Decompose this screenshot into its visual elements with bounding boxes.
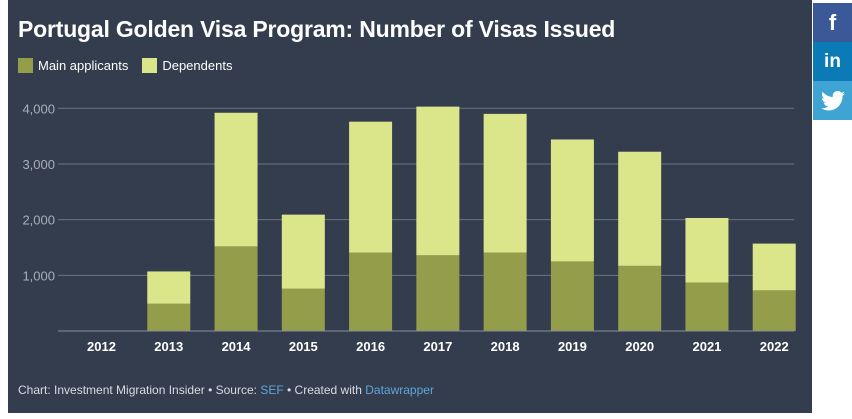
x-tick-label: 2018 <box>491 339 520 354</box>
legend-swatch <box>142 58 158 73</box>
bar-main-applicants-2013 <box>147 303 191 331</box>
y-tick-label: 4,000 <box>22 101 55 116</box>
legend-swatch <box>18 58 33 73</box>
bar-dependents-2020 <box>618 151 662 266</box>
footer-credit: Chart: Investment Migration Insider • So… <box>18 383 261 397</box>
x-tick-label: 2012 <box>87 339 116 354</box>
legend-item-dependents: Dependents <box>142 58 232 73</box>
x-tick-label: 2020 <box>625 339 654 354</box>
bar-dependents-2016 <box>349 121 393 253</box>
chart-title: Portugal Golden Visa Program: Number of … <box>18 16 616 42</box>
bar-dependents-2014 <box>214 112 258 247</box>
linkedin-icon: in <box>824 50 841 72</box>
x-tick-label: 2021 <box>692 339 721 354</box>
facebook-icon: f <box>828 9 837 35</box>
bar-main-applicants-2018 <box>483 252 527 331</box>
legend-label: Dependents <box>162 58 233 73</box>
y-tick-label: 2,000 <box>22 213 55 228</box>
x-tick-label: 2015 <box>289 339 318 354</box>
bar-dependents-2019 <box>550 139 594 262</box>
bar-main-applicants-2017 <box>416 255 460 331</box>
bar-main-applicants-2021 <box>685 282 729 331</box>
x-tick-label: 2016 <box>356 339 385 354</box>
legend-label: Main applicants <box>38 58 129 73</box>
linkedin-share-button[interactable]: in <box>813 42 852 81</box>
bar-dependents-2013 <box>147 271 191 304</box>
footer-created: • Created with <box>283 383 366 397</box>
legend: Main applicants Dependents <box>18 58 232 73</box>
bar-main-applicants-2019 <box>550 261 594 331</box>
bar-main-applicants-2020 <box>618 265 662 331</box>
y-tick-label: 3,000 <box>22 157 55 172</box>
twitter-share-button[interactable] <box>813 81 852 120</box>
chart-card: Portugal Golden Visa Program: Number of … <box>8 0 812 413</box>
x-tick-label: 2014 <box>222 339 252 354</box>
x-tick-label: 2019 <box>558 339 587 354</box>
bar-dependents-2015 <box>281 214 325 289</box>
chart-footer: Chart: Investment Migration Insider • So… <box>18 383 434 397</box>
source-link[interactable]: SEF <box>260 383 284 397</box>
bar-main-applicants-2014 <box>214 246 258 331</box>
x-tick-label: 2022 <box>760 339 789 354</box>
bar-main-applicants-2022 <box>752 290 796 331</box>
chart-plot: 1,000 2,000 3,000 4,000 2012 2013 2014 2015 2016… <box>22 101 796 354</box>
datawrapper-link[interactable]: Datawrapper <box>365 383 434 397</box>
x-tick-label: 2017 <box>423 339 452 354</box>
x-tick-label: 2013 <box>154 339 183 354</box>
twitter-icon <box>820 90 845 110</box>
legend-item-main-applicants: Main applicants <box>18 58 128 73</box>
bar-dependents-2018 <box>483 113 527 253</box>
bar-dependents-2017 <box>416 106 460 256</box>
bar-main-applicants-2015 <box>281 288 325 331</box>
bar-dependents-2022 <box>752 243 796 291</box>
bar-main-applicants-2016 <box>349 252 393 331</box>
facebook-share-button[interactable]: f <box>813 3 852 42</box>
y-tick-label: 1,000 <box>22 268 55 283</box>
bar-dependents-2021 <box>685 217 729 283</box>
